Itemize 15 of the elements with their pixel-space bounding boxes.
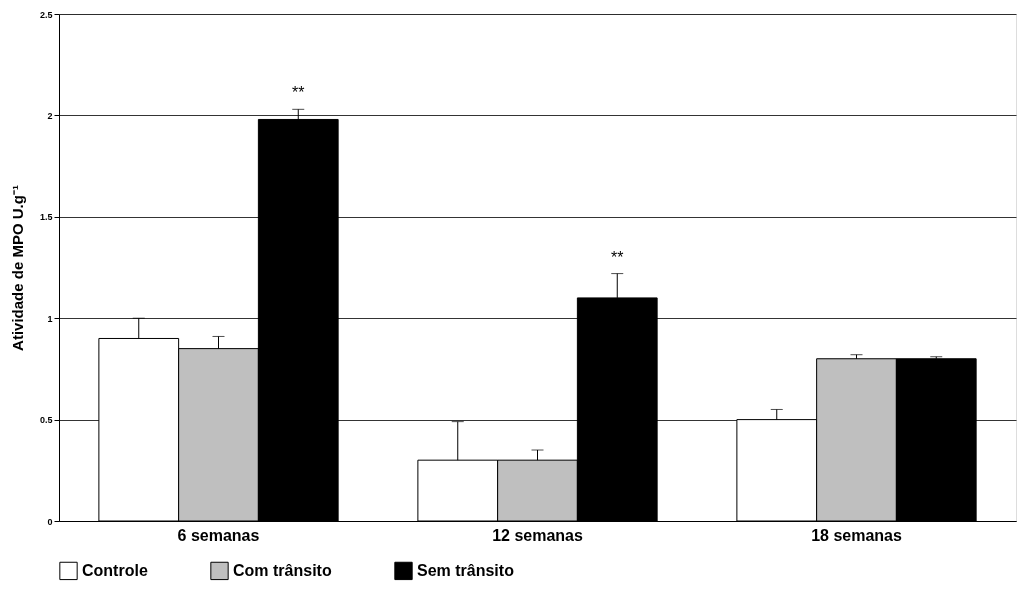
x-tick-label: 6 semanas (177, 526, 260, 544)
x-tick-label: 18 semanas (811, 526, 902, 544)
y-tick-label: 1 (47, 313, 53, 324)
annotation: ** (611, 248, 624, 266)
y-tick-label: 0 (47, 516, 53, 527)
y-tick-label: 2 (47, 110, 53, 121)
y-tick-label: 1.5 (39, 212, 53, 223)
legend-label: Com trânsito (233, 561, 332, 579)
y-tick-label: 2.5 (39, 9, 53, 20)
annotation: ** (292, 84, 305, 102)
legend-label: Sem trânsito (417, 561, 515, 579)
y-axis-title: Atividade de MPO U.g⁻¹ (8, 185, 26, 351)
x-tick-label: 12 semanas (492, 526, 583, 544)
y-tick-label: 0.5 (39, 415, 53, 426)
legend-label: Controle (82, 561, 148, 579)
